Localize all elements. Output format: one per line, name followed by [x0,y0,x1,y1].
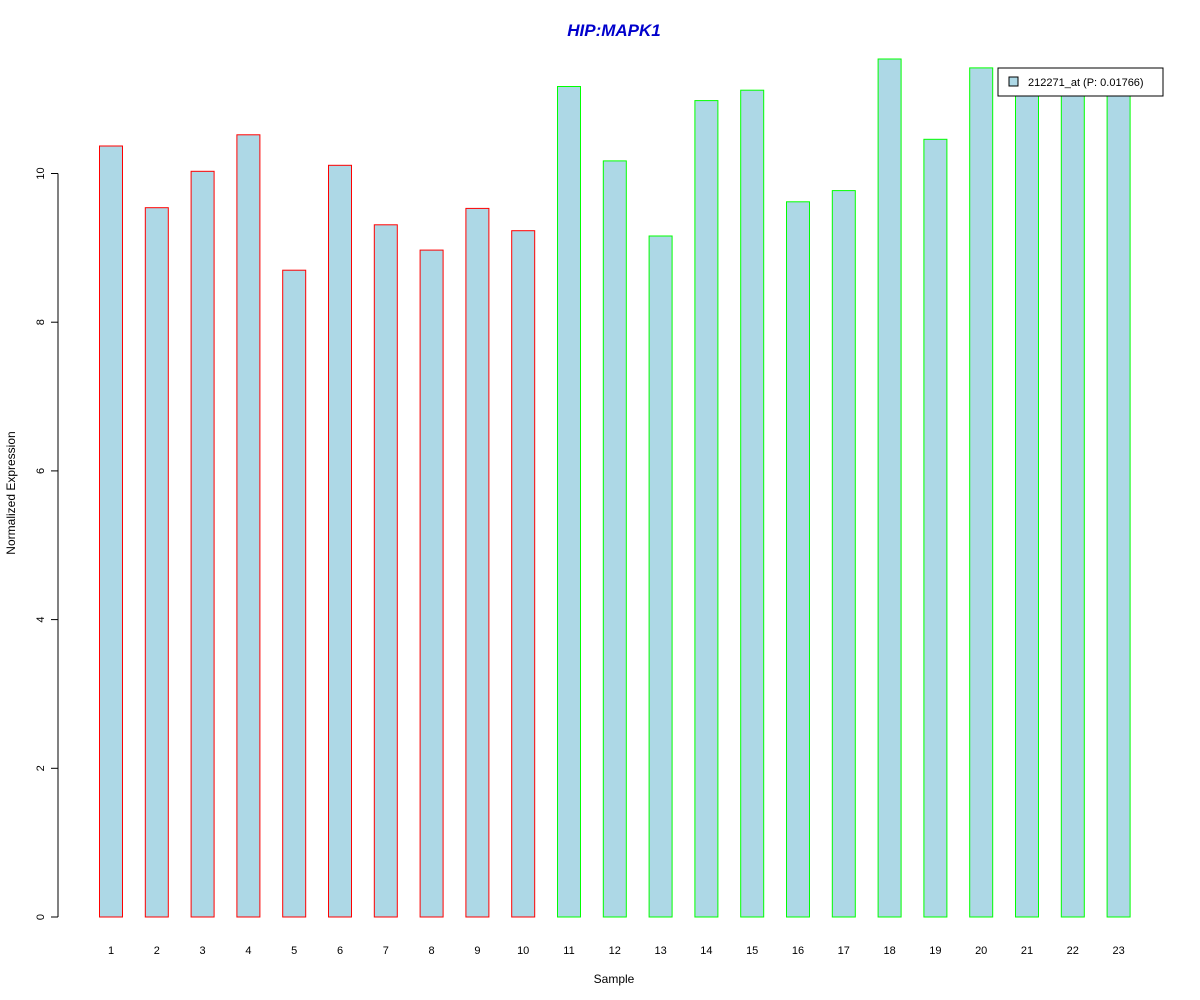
y-tick-label: 10 [35,167,47,179]
x-tick-label: 11 [563,945,574,957]
x-tick-label: 2 [154,945,160,957]
bar-sample-21 [1015,76,1039,918]
bar-sample-2 [144,207,169,918]
y-tick-label: 4 [35,617,47,623]
bar-sample-22 [1060,91,1085,918]
x-tick-label: 23 [1112,945,1124,957]
x-tick-label: 3 [200,945,206,957]
x-tick-label: 5 [291,945,297,957]
x-tick-label: 20 [975,945,987,957]
x-tick-label: 1 [108,945,114,957]
x-tick-label: 7 [383,945,389,957]
bar-sample-18 [877,58,902,918]
bar-sample-7 [373,224,398,918]
x-tick-label: 19 [929,945,941,957]
x-tick-label: 8 [429,945,435,957]
y-tick-label: 2 [35,765,47,771]
legend-box [997,67,1164,97]
bar-sample-4 [236,134,261,918]
bar-sample-23 [1106,87,1131,918]
bar-sample-1 [99,145,123,918]
bar-sample-10 [511,230,536,918]
legend-swatch [1008,76,1019,87]
y-tick-label: 0 [35,914,47,920]
x-tick-label: 12 [609,945,621,957]
x-tick-label: 15 [746,945,758,957]
bars-group [99,58,1131,918]
x-axis-label: Sample [594,972,635,986]
x-tick-labels: 1 2 3 4 5 6 7 8 9 10 11 12 13 14 15 16 17 18 19 20 21 22 23 [108,945,1125,957]
bar-sample-8 [419,249,444,918]
bar-sample-3 [190,170,215,918]
x-tick-label: 22 [1067,945,1079,957]
x-tick-label: 18 [883,945,895,957]
bar-sample-14 [694,100,719,918]
bar-sample-17 [831,190,856,918]
x-tick-label: 13 [654,945,666,957]
bar-sample-6 [328,164,352,918]
chart-title: HIP:MAPK1 [567,21,661,40]
y-axis: 0 2 4 6 8 10 [35,167,59,920]
bar-sample-16 [786,201,810,918]
x-tick-label: 9 [474,945,480,957]
x-tick-label: 16 [792,945,804,957]
bar-sample-12 [602,160,627,918]
bar-sample-13 [648,235,673,918]
x-tick-label: 6 [337,945,343,957]
x-tick-label: 14 [700,945,712,957]
legend: 212271_at (P: 0.01766) [997,67,1164,97]
x-tick-label: 17 [838,945,850,957]
legend-label: 212271_at (P: 0.01766) [1028,77,1144,89]
x-tick-label: 21 [1021,945,1033,957]
y-tick-label: 6 [35,468,47,474]
bar-sample-9 [465,207,490,918]
bar-sample-19 [923,138,948,918]
bar-sample-11 [557,86,581,918]
bar-sample-20 [969,67,994,918]
y-axis-label: Normalized Expression [4,431,18,554]
x-tick-label: 10 [517,945,529,957]
y-tick-label: 8 [35,319,47,325]
bar-sample-5 [282,269,307,918]
bar-sample-15 [740,89,765,918]
x-tick-label: 4 [245,945,251,957]
